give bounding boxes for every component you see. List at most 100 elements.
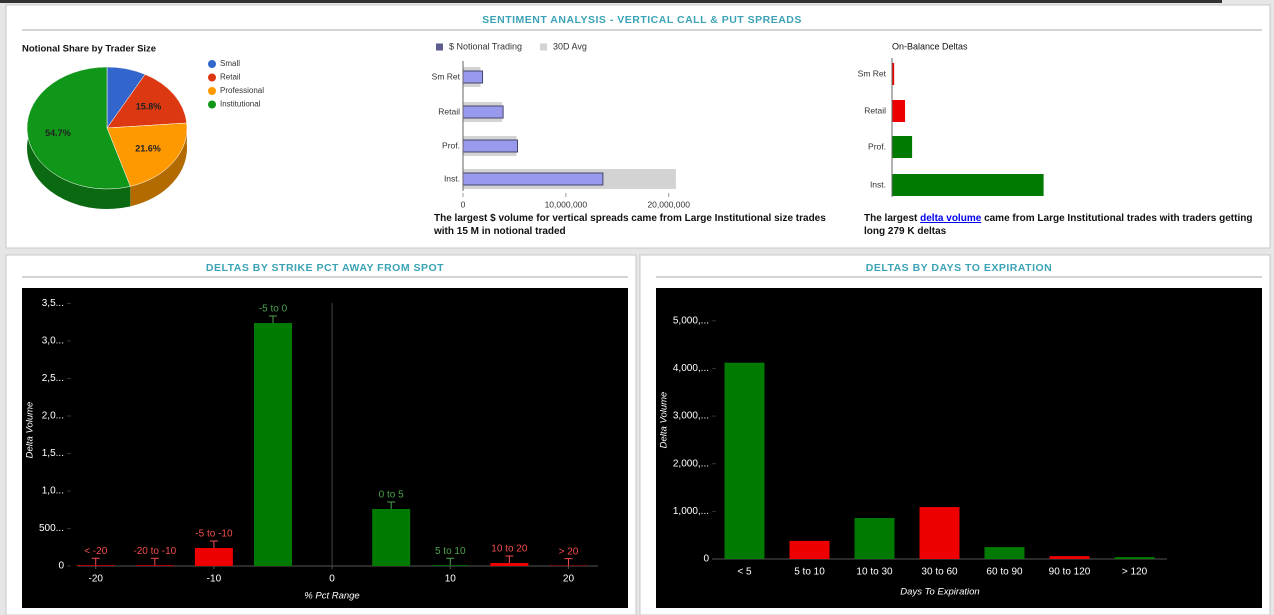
y-tick-label: 3,0... xyxy=(42,336,64,347)
bar xyxy=(919,507,960,559)
bar xyxy=(892,174,1044,196)
y-tick-label: 2,5... xyxy=(42,373,64,384)
annotation-box: The largest delta volume came from Large… xyxy=(864,212,1264,238)
bar-label: -20 to -10 xyxy=(133,546,176,557)
legend-swatch xyxy=(208,100,216,109)
y-tick-label: Inst. xyxy=(870,179,886,189)
x-tick-label: 30 to 60 xyxy=(921,567,958,578)
y-tick-label: Retail xyxy=(864,105,886,115)
bar-label: 10 to 20 xyxy=(491,544,528,555)
x-tick-label: 90 to 120 xyxy=(1049,567,1091,578)
chart-title: On-Balance Deltas xyxy=(892,41,968,51)
bar xyxy=(789,540,830,559)
x-tick-label: 60 to 90 xyxy=(986,567,1023,578)
bar xyxy=(462,172,604,186)
y-tick-label: 500... xyxy=(39,523,64,534)
annotation-text: The largest xyxy=(864,213,918,224)
y-tick-label: 2,0... xyxy=(42,411,64,422)
bar xyxy=(984,547,1025,559)
y-tick-label: 3,5... xyxy=(42,298,64,309)
top-shadow xyxy=(0,0,1222,3)
legend-label: Professional xyxy=(220,86,264,95)
legend-label: Institutional xyxy=(220,100,261,109)
legend-swatch xyxy=(540,43,547,51)
annotation: The largest $ volume for vertical spread… xyxy=(434,213,826,237)
x-tick-label: < 5 xyxy=(737,567,752,578)
x-tick-label: -20 xyxy=(89,574,104,585)
x-tick-label: 0 xyxy=(329,574,335,585)
x-axis-title: Days To Expiration xyxy=(900,587,979,598)
chart-title: Notional Share by Trader Size xyxy=(22,44,156,55)
panel-title: DELTAS BY STRIKE PCT AWAY FROM SPOT xyxy=(206,262,444,274)
bar xyxy=(254,323,292,566)
bar xyxy=(462,105,504,119)
pie-slice xyxy=(26,66,131,190)
y-tick-label: 3,000,... xyxy=(673,411,709,422)
y-tick-label: 5,000,... xyxy=(673,315,709,326)
panel xyxy=(5,4,1271,249)
y-tick-label: 1,000,... xyxy=(673,506,709,517)
x-tick-label: 10,000,000 xyxy=(545,199,588,209)
y-tick-label: Prof. xyxy=(868,141,886,151)
y-tick-label: 0 xyxy=(703,554,709,565)
bar xyxy=(76,565,115,566)
x-tick-label: > 120 xyxy=(1122,567,1148,578)
legend-swatch xyxy=(436,43,443,51)
bar xyxy=(892,100,906,122)
x-axis-title: % Pct Range xyxy=(304,591,359,602)
x-tick-label: 10 to 30 xyxy=(856,567,893,578)
bar xyxy=(892,136,913,158)
annotation-box: The largest $ volume for vertical spread… xyxy=(434,213,826,237)
bar xyxy=(1049,556,1090,559)
pie-slice xyxy=(106,122,188,187)
bar xyxy=(490,563,529,566)
annotation-text: came from Large Institutional trades wit… xyxy=(864,213,1253,237)
legend-swatch xyxy=(208,60,216,68)
y-tick-label: 4,000,... xyxy=(673,363,709,374)
bar xyxy=(135,565,174,566)
y-tick-label: Sm Ret xyxy=(432,71,461,81)
bar-label: 5 to 10 xyxy=(435,546,466,557)
bar xyxy=(724,362,765,559)
y-tick-label: 1,0... xyxy=(42,486,64,497)
legend-label: 30D Avg xyxy=(553,41,587,51)
legend-swatch xyxy=(208,87,216,95)
panel-title: DELTAS BY DAYS TO EXPIRATION xyxy=(866,262,1053,274)
y-tick-label: 0 xyxy=(58,561,64,572)
y-tick-label: Prof. xyxy=(442,140,460,150)
y-tick-label: Sm Ret xyxy=(858,68,887,78)
bar-label: < -20 xyxy=(84,546,108,557)
bar-label: > 20 xyxy=(559,546,579,557)
y-axis-title: Delta Volume xyxy=(659,392,670,449)
annotation: The largest delta volume came from Large… xyxy=(864,212,1264,238)
x-tick-label: 20 xyxy=(563,574,575,585)
slice-label: 21.6% xyxy=(135,144,161,154)
chart-background xyxy=(22,288,628,608)
bar xyxy=(372,509,411,566)
bar-label: -5 to 0 xyxy=(259,304,288,315)
bar xyxy=(431,565,470,566)
bar xyxy=(854,518,895,559)
legend-label: Small xyxy=(220,59,240,68)
bar xyxy=(194,548,233,566)
bar xyxy=(462,70,484,84)
x-tick-label: 10 xyxy=(445,574,457,585)
bar-label: -5 to -10 xyxy=(195,529,233,540)
x-tick-label: -10 xyxy=(207,574,222,585)
y-tick-label: Inst. xyxy=(444,173,460,183)
x-tick-label: 5 to 10 xyxy=(794,567,825,578)
bar-label: 0 to 5 xyxy=(379,490,404,501)
y-tick-label: 2,000,... xyxy=(673,458,709,469)
y-tick-label: Retail xyxy=(438,106,460,116)
pie-side xyxy=(130,123,187,207)
annotation-link[interactable]: delta volume xyxy=(920,213,982,224)
slice-label: 54.7% xyxy=(45,128,71,138)
y-tick-label: 1,5... xyxy=(42,448,64,459)
pie-slice xyxy=(106,74,188,129)
x-tick-label: 20,000,000 xyxy=(647,199,690,209)
legend-label: Retail xyxy=(220,73,241,82)
y-axis-title: Delta Volume xyxy=(25,402,36,459)
panel-title: SENTIMENT ANALYSIS - VERTICAL CALL & PUT… xyxy=(482,14,802,26)
